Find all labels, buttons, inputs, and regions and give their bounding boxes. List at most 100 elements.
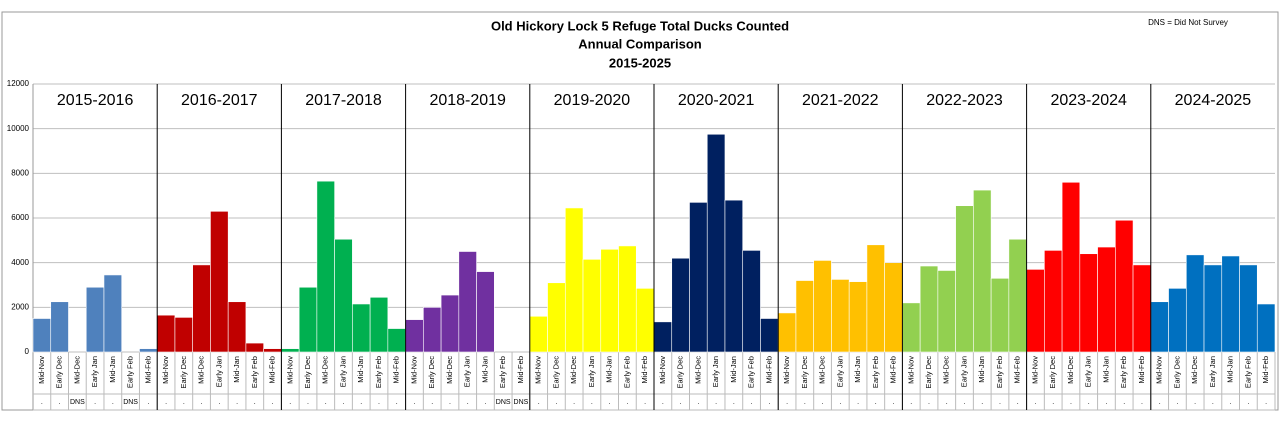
bar xyxy=(600,248,619,353)
season-label: 2024-2025 xyxy=(1175,92,1252,109)
bar xyxy=(192,264,211,353)
x-tick-label: Mid-Dec xyxy=(445,356,454,384)
note-label: . xyxy=(325,399,327,406)
bar xyxy=(1115,219,1134,353)
bar xyxy=(1239,264,1258,353)
bar xyxy=(316,180,335,353)
x-tick-label: Early Jan xyxy=(1208,356,1217,387)
x-tick-label: Mid-Nov xyxy=(1030,356,1039,384)
bar xyxy=(458,251,477,353)
note-label: . xyxy=(41,399,43,406)
x-tick-label: Early Feb xyxy=(250,356,259,388)
note-label: . xyxy=(307,399,309,406)
bar xyxy=(618,245,637,353)
note-label: . xyxy=(1194,399,1196,406)
note-label: . xyxy=(396,399,398,406)
bar xyxy=(813,260,832,353)
x-tick-label: Early Dec xyxy=(55,356,64,389)
note-label: . xyxy=(183,399,185,406)
note-label: . xyxy=(467,399,469,406)
note-label: . xyxy=(112,399,114,406)
note-label: . xyxy=(981,399,983,406)
note-label: . xyxy=(680,399,682,406)
bar xyxy=(1079,253,1098,353)
note-label: . xyxy=(733,399,735,406)
x-tick-label: Early Feb xyxy=(126,356,135,388)
x-tick-label: Early Jan xyxy=(1084,356,1093,387)
note-label: . xyxy=(236,399,238,406)
note-label: . xyxy=(768,399,770,406)
x-tick-label: Early Feb xyxy=(374,356,383,388)
bar xyxy=(1097,246,1116,353)
x-tick-label: Mid-Nov xyxy=(782,356,791,384)
y-tick-label: 0 xyxy=(25,347,30,356)
x-tick-label: Mid-Jan xyxy=(853,356,862,383)
note-label: . xyxy=(1123,399,1125,406)
note-label: DNS xyxy=(70,399,85,406)
season-label: 2019-2020 xyxy=(554,92,631,109)
bar xyxy=(760,318,779,353)
bar xyxy=(1132,264,1152,353)
chart-years: 2015-2025 xyxy=(609,55,671,70)
note-label: . xyxy=(484,399,486,406)
bar xyxy=(653,321,673,353)
bar xyxy=(529,315,548,353)
bar xyxy=(937,270,956,353)
note-label: . xyxy=(431,399,433,406)
x-tick-label: Early Jan xyxy=(959,356,968,387)
season-label: 2023-2024 xyxy=(1050,92,1127,109)
bar xyxy=(831,279,850,353)
x-tick-label: Mid-Nov xyxy=(161,356,170,384)
bar xyxy=(352,303,371,353)
y-tick-label: 6000 xyxy=(11,213,29,222)
bar xyxy=(156,314,176,353)
note-label: . xyxy=(697,399,699,406)
bar xyxy=(334,238,353,353)
x-tick-label: Mid-Feb xyxy=(1261,356,1270,384)
bar xyxy=(440,294,460,353)
bar xyxy=(174,317,193,353)
x-tick-label: Mid-Feb xyxy=(1013,356,1022,384)
x-tick-label: Mid-Jan xyxy=(108,356,117,383)
season-label: 2015-2016 xyxy=(57,92,134,109)
note-label: . xyxy=(591,399,593,406)
note-label: . xyxy=(1141,399,1143,406)
x-tick-label: Early Dec xyxy=(1172,356,1181,389)
season-label: 2018-2019 xyxy=(429,92,506,109)
note-label: . xyxy=(644,399,646,406)
x-tick-label: Mid-Feb xyxy=(143,356,152,384)
bar xyxy=(564,207,584,353)
bar xyxy=(405,319,424,353)
x-tick-label: Mid-Nov xyxy=(906,356,915,384)
y-tick-label: 10000 xyxy=(7,124,30,133)
x-tick-label: Mid-Jan xyxy=(977,356,986,383)
bar xyxy=(32,318,52,353)
bar xyxy=(227,301,247,353)
note-label: . xyxy=(1105,399,1107,406)
x-tick-label: Mid-Dec xyxy=(72,356,81,384)
bar xyxy=(103,274,123,353)
x-tick-label: Mid-Dec xyxy=(1190,356,1199,384)
bar xyxy=(85,286,105,353)
note-label: . xyxy=(1034,399,1036,406)
season-label: 2022-2023 xyxy=(926,92,1003,109)
bar xyxy=(245,342,264,353)
note-label: . xyxy=(555,399,557,406)
x-tick-label: Mid-Feb xyxy=(889,356,898,384)
y-tick-label: 4000 xyxy=(11,258,29,267)
bar xyxy=(635,288,655,353)
bar xyxy=(1185,254,1205,353)
bar xyxy=(866,244,885,353)
bar xyxy=(50,301,69,353)
bar xyxy=(742,250,761,353)
x-tick-label: Early Jan xyxy=(587,356,596,387)
bar xyxy=(139,348,158,353)
x-tick-label: Early Dec xyxy=(676,356,685,389)
bar xyxy=(955,205,974,353)
bar xyxy=(884,262,903,353)
note-label: . xyxy=(1176,399,1178,406)
note-label: . xyxy=(626,399,628,406)
bar xyxy=(263,348,282,353)
x-tick-label: Mid-Dec xyxy=(569,356,578,384)
bar xyxy=(689,202,708,353)
